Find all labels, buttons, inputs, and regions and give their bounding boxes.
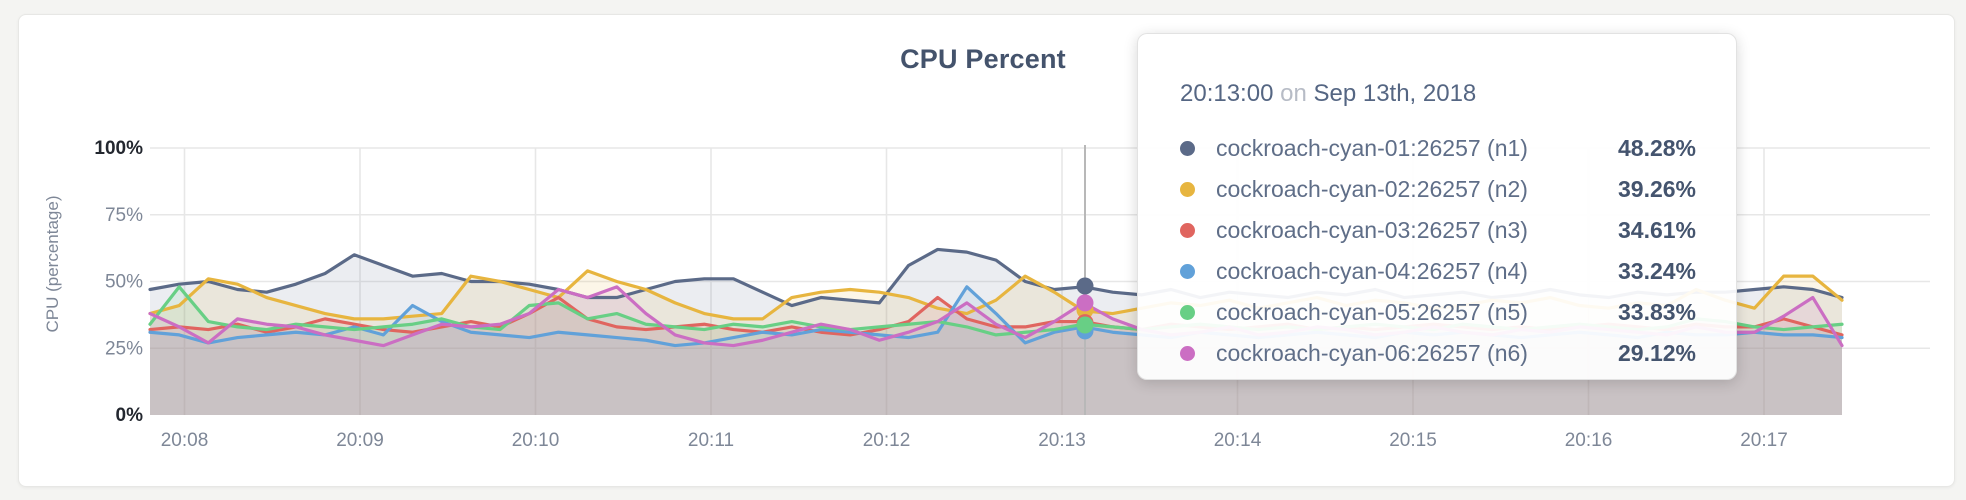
page-title: CPU Percent: [900, 44, 1066, 74]
tooltip-date: Sep 13th, 2018: [1313, 80, 1477, 107]
series-value: 29.12%: [1617, 340, 1696, 366]
x-tick-label: 20:15: [1389, 430, 1437, 451]
x-tick-label: 20:08: [161, 430, 209, 451]
x-tick-label: 20:17: [1740, 430, 1788, 451]
x-tick-label: 20:12: [863, 430, 911, 451]
tooltip-header: 20:13:00 on Sep 13th, 2018: [1180, 80, 1696, 108]
series-name: cockroach-cyan-05:26257 (n5): [1216, 299, 1528, 325]
y-tick-label: 50%: [105, 272, 143, 293]
series-color-dot-icon: [1180, 264, 1195, 279]
hover-marker-dot: [1076, 294, 1094, 312]
series-name: cockroach-cyan-02:26257 (n2): [1216, 176, 1528, 202]
series-value: 33.83%: [1617, 299, 1696, 325]
x-tick-label: 20:16: [1565, 430, 1613, 451]
series-color-dot-icon: [1180, 223, 1195, 238]
x-tick-label: 20:09: [336, 430, 384, 451]
x-tick-label: 20:11: [688, 430, 734, 451]
tooltip-row: cockroach-cyan-03:26257 (n3) 34.61%: [1180, 210, 1696, 251]
tooltip-row: cockroach-cyan-01:26257 (n1) 48.28%: [1180, 128, 1696, 169]
series-color-dot-icon: [1180, 305, 1195, 320]
series-name: cockroach-cyan-04:26257 (n4): [1216, 258, 1528, 284]
series-value: 33.24%: [1617, 258, 1696, 284]
series-value: 39.26%: [1617, 176, 1696, 202]
series-color-dot-icon: [1180, 141, 1195, 156]
tooltip-row: cockroach-cyan-04:26257 (n4) 33.24%: [1180, 251, 1696, 292]
series-area: [150, 286, 1842, 415]
series-area: [150, 286, 1842, 415]
y-tick-label: 0%: [116, 405, 144, 426]
series-value: 34.61%: [1617, 217, 1696, 243]
tooltip-row: cockroach-cyan-05:26257 (n5) 33.83%: [1180, 292, 1696, 333]
series-name: cockroach-cyan-06:26257 (n6): [1216, 340, 1528, 366]
tooltip-on-label: on: [1280, 80, 1307, 107]
series-area: [150, 286, 1842, 415]
tooltip-row: cockroach-cyan-06:26257 (n6) 29.12%: [1180, 333, 1696, 374]
series-name: cockroach-cyan-01:26257 (n1): [1216, 135, 1528, 161]
tooltip-time: 20:13:00: [1180, 80, 1274, 107]
hover-marker-dot: [1076, 277, 1094, 295]
y-tick-label: 75%: [105, 205, 143, 226]
x-tick-label: 20:14: [1214, 430, 1262, 451]
hover-marker-dot: [1076, 316, 1094, 334]
series-color-dot-icon: [1180, 346, 1195, 361]
x-tick-label: 20:10: [512, 430, 560, 451]
x-tick-label: 20:13: [1038, 430, 1086, 451]
hover-tooltip: 20:13:00 on Sep 13th, 2018 cockroach-cya…: [1137, 33, 1737, 380]
series-value: 48.28%: [1617, 135, 1696, 161]
tooltip-row: cockroach-cyan-02:26257 (n2) 39.26%: [1180, 169, 1696, 210]
series-color-dot-icon: [1180, 182, 1195, 197]
y-tick-label: 25%: [105, 338, 143, 359]
series-name: cockroach-cyan-03:26257 (n3): [1216, 217, 1528, 243]
y-axis-title: CPU (percentage): [43, 195, 62, 332]
y-tick-label: 100%: [94, 138, 143, 159]
